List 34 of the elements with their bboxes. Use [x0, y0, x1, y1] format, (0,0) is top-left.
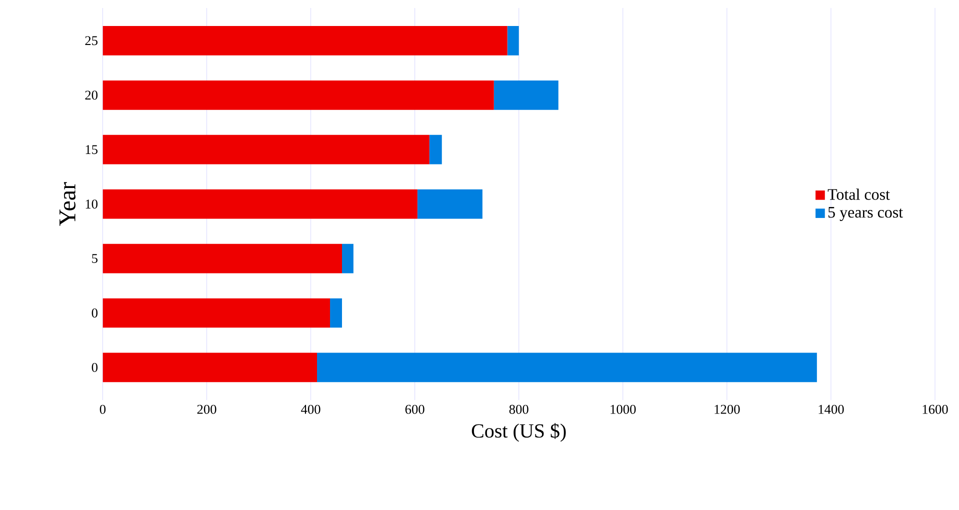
- x-tick-label: 1400: [818, 405, 844, 414]
- bar: [494, 80, 558, 110]
- x-tick-label: 0: [100, 405, 106, 414]
- y-tick-label: 5: [92, 254, 98, 264]
- x-tick-label: 600: [405, 405, 424, 414]
- bar: [317, 353, 817, 382]
- y-tick-label: 0: [92, 363, 98, 372]
- x-tick-label: 1200: [714, 405, 740, 414]
- bar: [102, 190, 418, 219]
- bar: [417, 190, 482, 219]
- y-tick-label: 10: [86, 200, 98, 209]
- x-tick-label: 1000: [610, 405, 636, 414]
- x-tick-label: 200: [197, 405, 216, 414]
- y-tick-label: 15: [86, 145, 98, 154]
- bar: [102, 298, 330, 328]
- y-tick-label: 25: [85, 36, 98, 46]
- x-tick-label: 1600: [922, 405, 948, 414]
- bar: [102, 244, 342, 274]
- legend-label: 5 years cost: [828, 207, 903, 222]
- bar: [429, 135, 442, 165]
- bar: [102, 80, 494, 110]
- bar: [102, 135, 430, 165]
- bar: [342, 244, 354, 274]
- x-tick-label: 800: [509, 405, 528, 414]
- bar: [507, 26, 519, 56]
- bar: [330, 298, 342, 328]
- bar: [102, 26, 508, 56]
- bar: [102, 353, 318, 382]
- y-axis-title: Year: [60, 182, 76, 226]
- y-tick-label: 0: [92, 308, 98, 318]
- legend-label: Total cost: [828, 188, 890, 200]
- x-axis-title: Cost (US $): [472, 423, 566, 442]
- x-tick-label: 400: [301, 405, 320, 414]
- y-tick-label: 20: [85, 90, 98, 100]
